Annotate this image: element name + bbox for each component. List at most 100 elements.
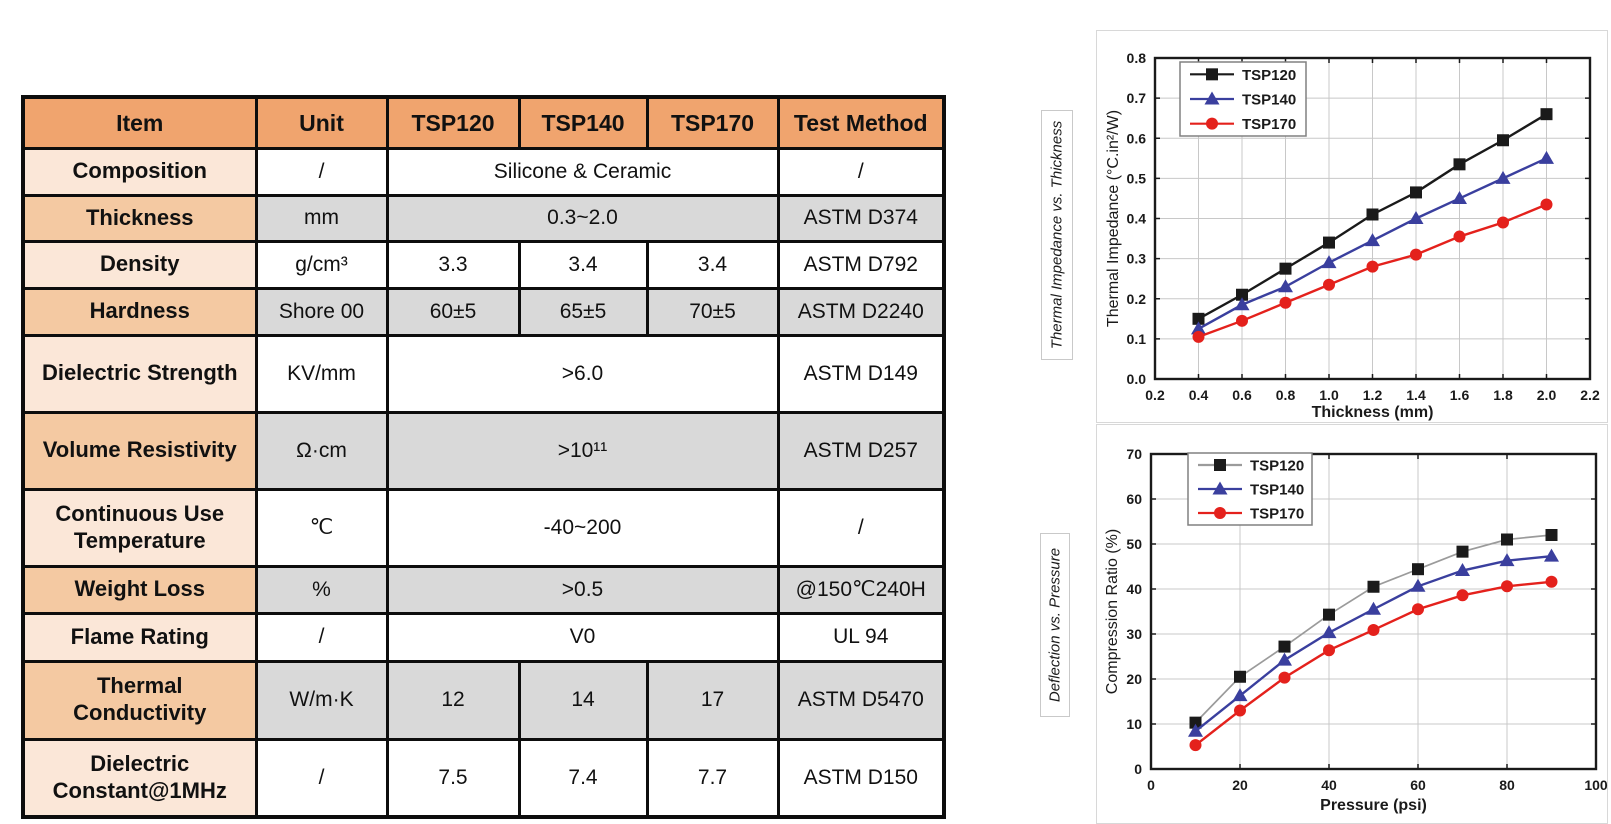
cell-value-tsp120: 60±5 [385, 286, 521, 337]
header-tsp140: TSP140 [517, 95, 649, 150]
table-row-weight-loss: Weight Loss % >0.5 @150℃240H [21, 564, 946, 615]
table-row-hardness: Hardness Shore 00 60±5 65±5 70±5 ASTM D2… [21, 286, 946, 337]
row-item-label: Hardness [21, 286, 258, 337]
svg-text:1.2: 1.2 [1363, 387, 1383, 403]
cell-test-method: ASTM D374 [776, 193, 946, 243]
cell-value-tsp140: 65±5 [517, 286, 649, 337]
table-row-dielectric-constant: Dielectric Constant@1MHz / 7.5 7.4 7.7 A… [21, 737, 946, 819]
table-row-dielectric-strength: Dielectric Strength KV/mm >6.0 ASTM D149 [21, 333, 946, 414]
cell-value: 0.3~2.0 [385, 193, 780, 243]
svg-text:0.4: 0.4 [1189, 387, 1209, 403]
cell-value: V0 [385, 611, 780, 663]
svg-text:0.3: 0.3 [1127, 251, 1147, 267]
svg-text:0.2: 0.2 [1127, 291, 1147, 307]
svg-text:TSP140: TSP140 [1250, 482, 1304, 499]
series-tsp170 [1189, 575, 1558, 752]
cell-unit: W/m·K [254, 659, 389, 741]
series-tsp140 [1188, 548, 1559, 737]
y-axis-label: Thermal Impedance (°C.in²/W) [1105, 110, 1122, 327]
side-label-text: Thermal Impedance vs. Thickness [1048, 120, 1066, 350]
svg-text:0.2: 0.2 [1145, 387, 1165, 403]
svg-text:0.5: 0.5 [1127, 170, 1147, 186]
cell-test-method: / [776, 487, 946, 568]
cell-value: Silicone & Ceramic [385, 146, 780, 197]
cell-test-method: @150℃240H [776, 564, 946, 615]
svg-text:0: 0 [1134, 761, 1142, 777]
svg-text:TSP170: TSP170 [1242, 116, 1296, 133]
row-item-label: Dielectric Strength [21, 333, 258, 414]
row-item-label: Composition [21, 146, 258, 197]
svg-text:TSP170: TSP170 [1250, 506, 1304, 523]
svg-text:0.0: 0.0 [1127, 371, 1147, 387]
svg-text:0.8: 0.8 [1127, 50, 1147, 66]
svg-text:0: 0 [1147, 777, 1155, 793]
svg-text:40: 40 [1126, 581, 1142, 597]
svg-text:10: 10 [1126, 716, 1142, 732]
cell-test-method: UL 94 [776, 611, 946, 663]
cell-unit: / [254, 146, 389, 197]
side-label-text: Deflection vs. Pressure [1046, 547, 1064, 703]
table-row-volume-resistivity: Volume Resistivity Ω·cm >10¹¹ ASTM D257 [21, 410, 946, 491]
svg-text:70: 70 [1126, 446, 1142, 462]
cell-test-method: ASTM D792 [776, 239, 946, 290]
cell-value-tsp140: 7.4 [517, 737, 649, 819]
x-axis-label: Thickness (mm) [1312, 404, 1434, 421]
svg-text:0.7: 0.7 [1127, 90, 1147, 106]
table-row-density: Density g/cm³ 3.3 3.4 3.4 ASTM D792 [21, 239, 946, 290]
svg-text:2.2: 2.2 [1580, 387, 1600, 403]
svg-text:1.0: 1.0 [1319, 387, 1339, 403]
header-tsp120: TSP120 [385, 95, 521, 150]
cell-test-method: / [776, 146, 946, 197]
svg-text:80: 80 [1499, 777, 1515, 793]
header-unit: Unit [254, 95, 389, 150]
cell-test-method: ASTM D149 [776, 333, 946, 414]
row-item-label: Density [21, 239, 258, 290]
svg-text:20: 20 [1126, 671, 1142, 687]
row-item-label: Flame Rating [21, 611, 258, 663]
series-tsp170 [1192, 198, 1553, 343]
cell-value: -40~200 [385, 487, 780, 568]
svg-text:60: 60 [1126, 491, 1142, 507]
gridlines [1155, 58, 1590, 379]
series-tsp140 [1191, 150, 1554, 335]
svg-text:30: 30 [1126, 626, 1142, 642]
cell-unit: ℃ [254, 487, 389, 568]
series-tsp120 [1189, 529, 1558, 729]
svg-text:100: 100 [1584, 777, 1608, 793]
axis-tick-labels: 0.2 0.4 0.6 0.8 1.0 1.2 1.4 1.6 1.8 2.0 2.2 0.0 0.1 0… [1127, 50, 1600, 403]
cell-unit: / [254, 737, 389, 819]
svg-text:60: 60 [1410, 777, 1426, 793]
cell-value: >0.5 [385, 564, 780, 615]
svg-text:0.6: 0.6 [1232, 387, 1252, 403]
cell-unit: g/cm³ [254, 239, 389, 290]
properties-table: Item Unit TSP120 TSP140 TSP170 Test Meth… [21, 95, 946, 819]
cell-unit: Shore 00 [254, 286, 389, 337]
row-item-label: Volume Resistivity [21, 410, 258, 491]
legend: TSP120 TSP140 TSP170 [1179, 61, 1307, 137]
cell-test-method: ASTM D257 [776, 410, 946, 491]
table-row-thickness: Thickness mm 0.3~2.0 ASTM D374 [21, 193, 946, 243]
legend: TSP120 TSP140 TSP170 [1187, 452, 1313, 526]
cell-unit: mm [254, 193, 389, 243]
cell-value-tsp170: 7.7 [645, 737, 780, 819]
cell-value: >10¹¹ [385, 410, 780, 491]
table-row-flame-rating: Flame Rating / V0 UL 94 [21, 611, 946, 663]
axis-tick-labels: 0 20 40 60 80 100 0 10 20 30 40 50 60 70 [1126, 446, 1607, 793]
svg-text:0.1: 0.1 [1127, 331, 1147, 347]
svg-text:0.6: 0.6 [1127, 130, 1147, 146]
cell-value-tsp170: 70±5 [645, 286, 780, 337]
plot-frame [1149, 452, 1598, 771]
svg-text:1.6: 1.6 [1450, 387, 1470, 403]
row-item-label: Continuous Use Temperature [21, 487, 258, 568]
cell-unit: / [254, 611, 389, 663]
table-row-composition: Composition / Silicone & Ceramic / [21, 146, 946, 197]
cell-value-tsp120: 3.3 [385, 239, 521, 290]
svg-text:TSP120: TSP120 [1250, 458, 1304, 475]
row-item-label: Thickness [21, 193, 258, 243]
row-item-label: Dielectric Constant@1MHz [21, 737, 258, 819]
thermal-impedance-vs-thickness-chart: 0.2 0.4 0.6 0.8 1.0 1.2 1.4 1.6 1.8 2.0 2.2 0.0 0.1 0… [1105, 50, 1600, 421]
cell-unit: KV/mm [254, 333, 389, 414]
gridlines [1151, 454, 1596, 769]
svg-text:40: 40 [1321, 777, 1337, 793]
cell-test-method: ASTM D150 [776, 737, 946, 819]
